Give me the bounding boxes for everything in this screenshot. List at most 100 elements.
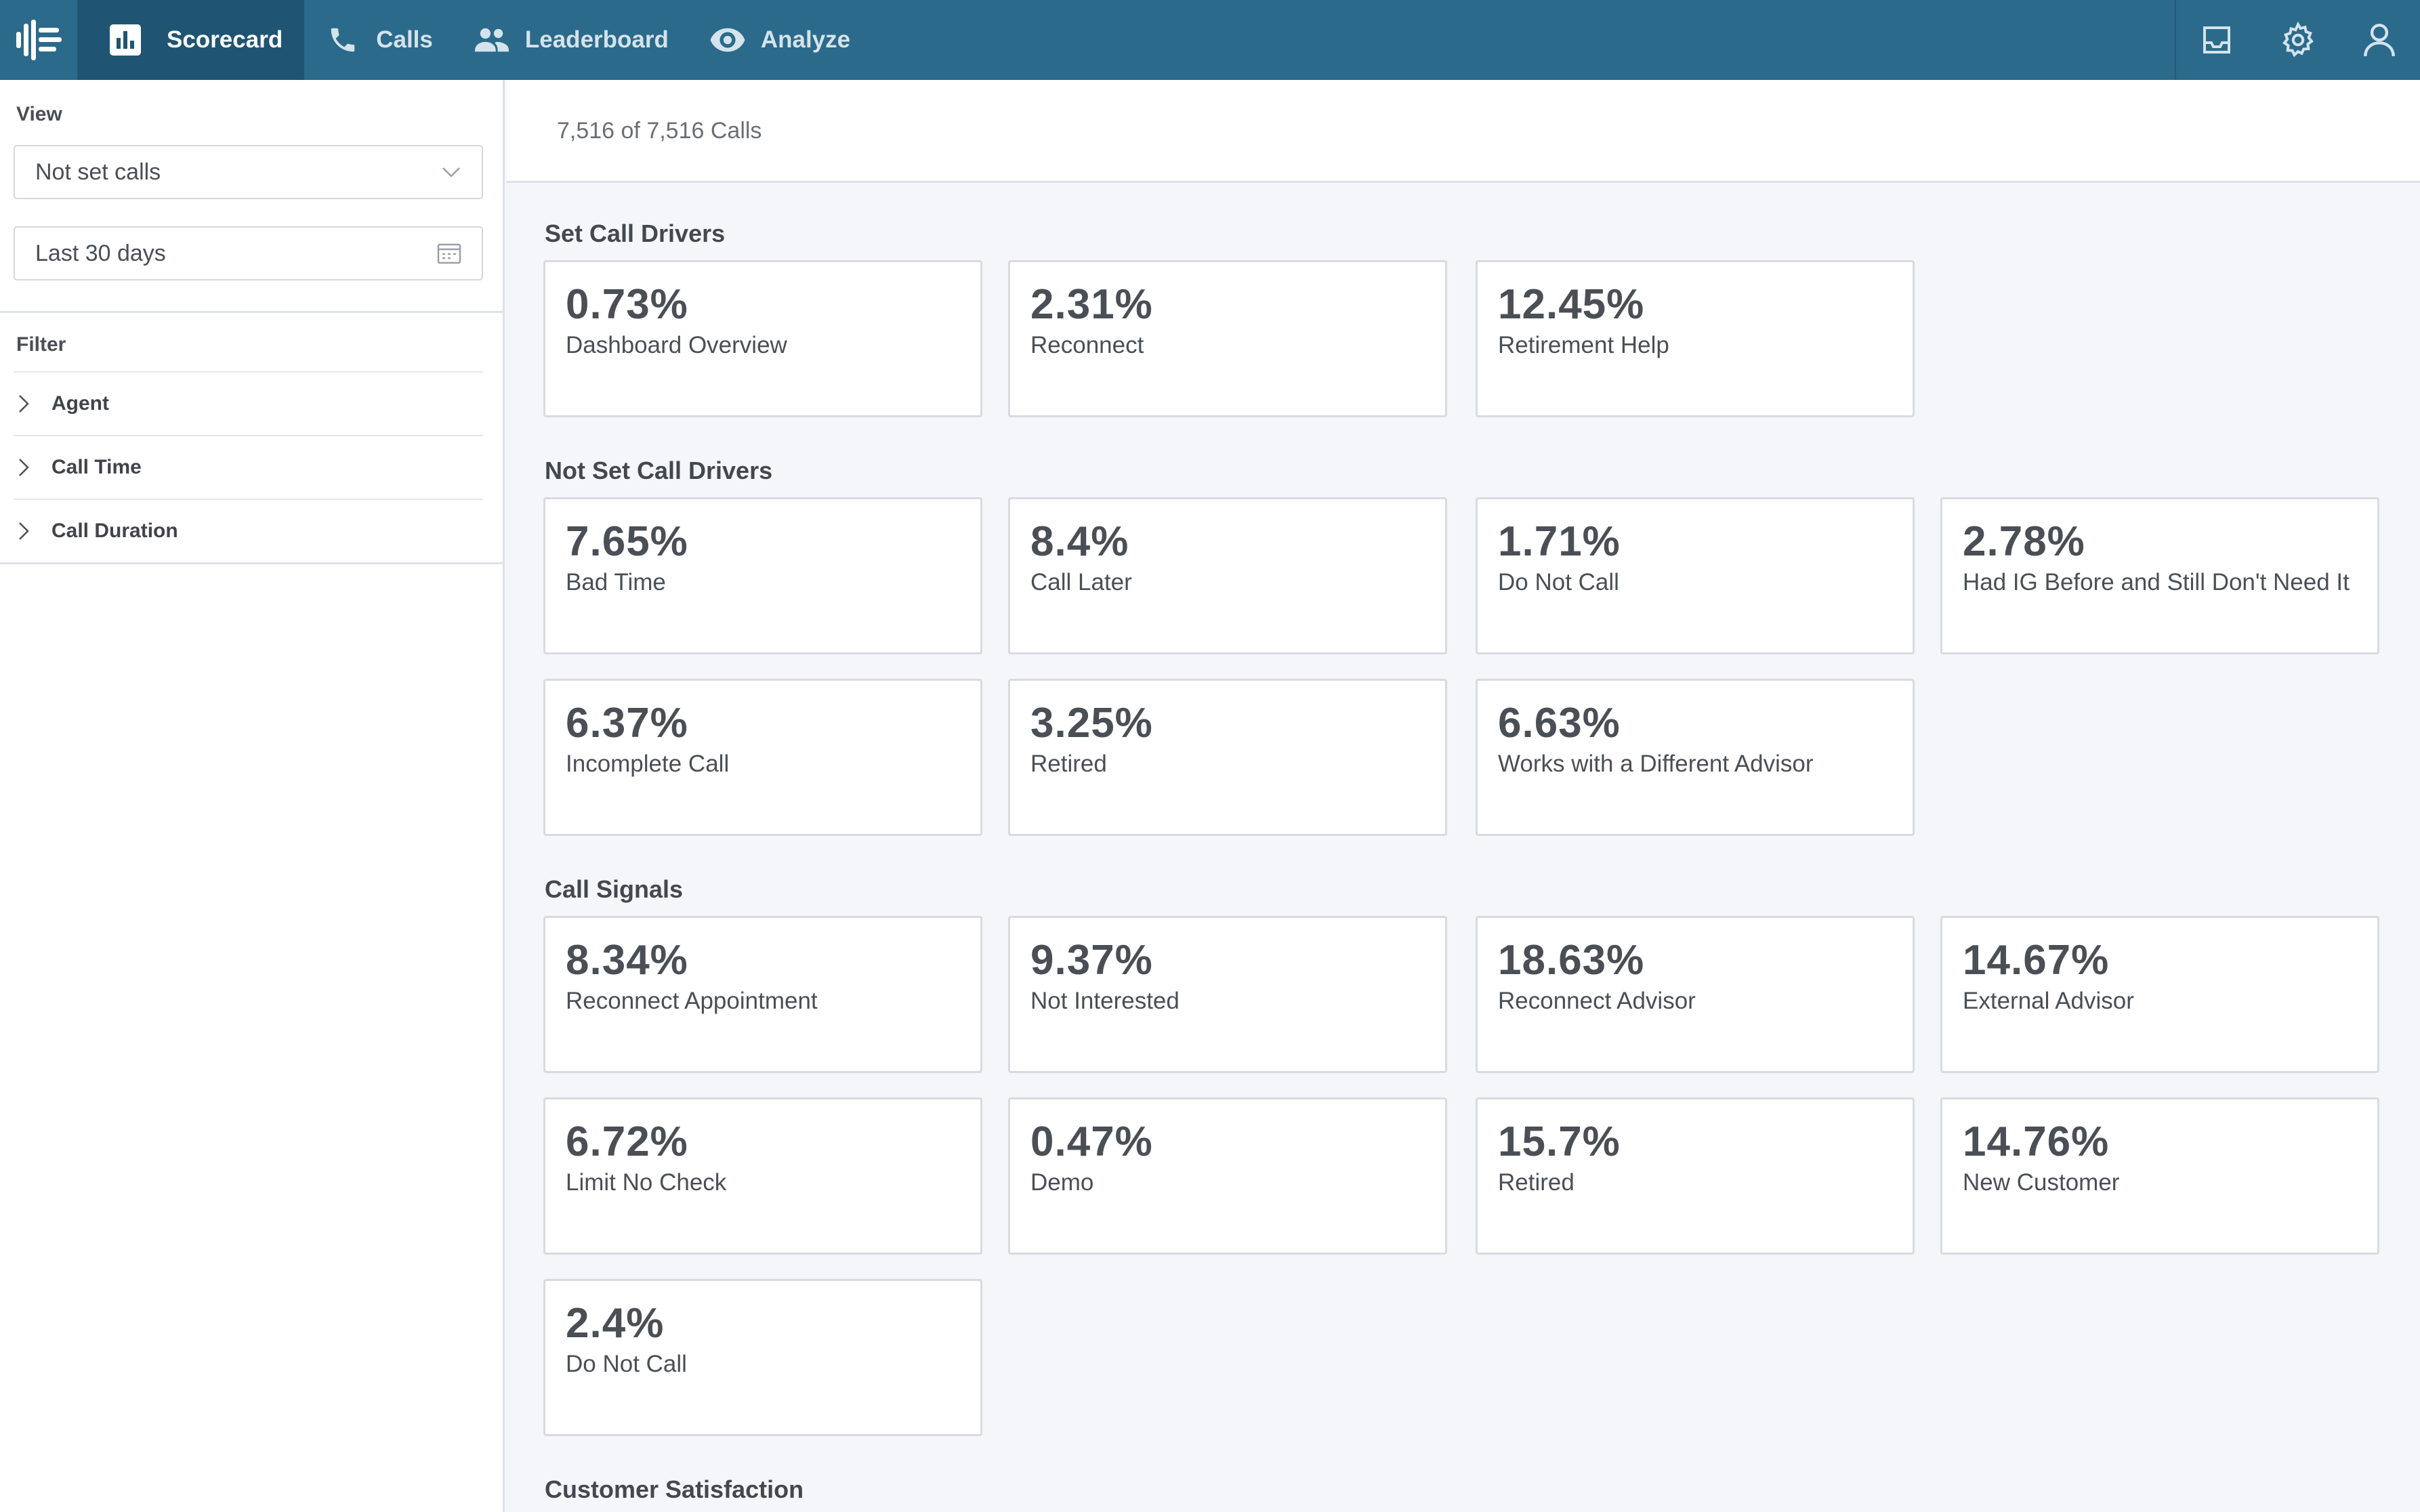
top-navigation-bar: Scorecard Calls Leaderboard Analyze [0, 0, 2420, 80]
metric-percent: 1.71% [1498, 518, 1621, 565]
metric-card[interactable]: 8.34% Reconnect Appointment [543, 916, 982, 1073]
chevron-right-icon [14, 457, 34, 478]
tab-calls[interactable]: Calls [304, 0, 453, 80]
metric-label: Reconnect Advisor [1498, 988, 1696, 1014]
metric-label: Had IG Before and Still Don't Need It [1963, 569, 2350, 595]
tab-leaderboard[interactable]: Leaderboard [453, 0, 689, 80]
filter-label-text: Call Duration [51, 520, 178, 542]
view-select-value: Not set calls [35, 159, 161, 185]
metric-label: Incomplete Call [566, 751, 730, 777]
tab-analyze[interactable]: Analyze [689, 0, 871, 80]
metric-card[interactable]: 1.71% Do Not Call [1476, 497, 1915, 654]
metric-percent: 3.25% [1030, 700, 1153, 747]
eye-icon [709, 22, 746, 58]
filter-label-text: Call Time [51, 456, 142, 478]
metric-label: Retired [1030, 751, 1107, 777]
bar-chart-icon [107, 22, 144, 58]
metric-label: Do Not Call [566, 1351, 687, 1377]
metric-percent: 14.76% [1963, 1118, 2110, 1165]
view-label: View [16, 103, 62, 125]
metric-percent: 15.7% [1498, 1118, 1621, 1165]
metric-label: Do Not Call [1498, 569, 1619, 595]
metric-percent: 14.67% [1963, 937, 2110, 984]
chevron-right-icon [14, 521, 34, 541]
metric-label: Limit No Check [566, 1169, 727, 1196]
metric-percent: 2.4% [566, 1300, 665, 1347]
section-title-not-set-call-drivers: Not Set Call Drivers [545, 457, 773, 484]
metric-percent: 7.65% [566, 518, 688, 565]
gear-icon[interactable] [2257, 0, 2339, 80]
metric-card[interactable]: 2.78% Had IG Before and Still Don't Need… [1940, 497, 2379, 654]
metric-label: Works with a Different Advisor [1498, 751, 1814, 777]
metric-percent: 0.47% [1030, 1118, 1153, 1165]
calendar-icon [437, 243, 461, 264]
call-count-bar: 7,516 of 7,516 Calls [507, 80, 2420, 183]
tab-scorecard[interactable]: Scorecard [77, 0, 305, 80]
metric-card[interactable]: 0.47% Demo [1008, 1097, 1447, 1255]
metric-card[interactable]: 2.31% Reconnect [1008, 260, 1447, 417]
metric-card[interactable]: 9.37% Not Interested [1008, 916, 1447, 1073]
call-count: 7,516 of 7,516 Calls [557, 118, 762, 144]
tab-label: Leaderboard [524, 26, 669, 53]
metric-label: Not Interested [1030, 988, 1180, 1014]
metric-card[interactable]: 14.67% External Advisor [1940, 916, 2379, 1073]
metric-percent: 9.37% [1030, 937, 1153, 984]
chevron-down-icon [441, 165, 461, 179]
metric-percent: 2.31% [1030, 281, 1153, 328]
metric-percent: 8.34% [566, 937, 688, 984]
metric-card[interactable]: 6.63% Works with a Different Advisor [1476, 679, 1915, 836]
tab-label: Calls [376, 26, 433, 53]
filter-divider [14, 499, 483, 500]
sidebar-divider [0, 562, 505, 564]
metric-percent: 2.78% [1963, 518, 2085, 565]
filter-label-text: Agent [51, 392, 109, 415]
filter-label: Filter [16, 333, 66, 356]
metric-percent: 18.63% [1498, 937, 1645, 984]
metric-label: Demo [1030, 1169, 1094, 1196]
metric-label: Call Later [1030, 569, 1132, 595]
app-logo-icon[interactable] [0, 0, 77, 80]
metric-label: Reconnect Appointment [566, 988, 818, 1014]
metric-label: Retirement Help [1498, 332, 1669, 358]
inbox-icon[interactable] [2176, 0, 2257, 80]
metric-card[interactable]: 14.76% New Customer [1940, 1097, 2379, 1255]
filter-call-duration[interactable]: Call Duration [14, 500, 483, 562]
metric-percent: 6.72% [566, 1118, 688, 1165]
date-range-value: Last 30 days [35, 240, 166, 266]
metric-percent: 8.4% [1030, 518, 1129, 565]
date-range-picker[interactable]: Last 30 days [14, 226, 483, 280]
metric-card[interactable]: 12.45% Retirement Help [1476, 260, 1915, 417]
metric-label: Bad Time [566, 569, 666, 595]
metric-card[interactable]: 7.65% Bad Time [543, 497, 982, 654]
section-title-set-call-drivers: Set Call Drivers [545, 219, 726, 247]
phone-icon [325, 22, 361, 58]
metric-label: External Advisor [1963, 988, 2134, 1014]
metric-percent: 6.37% [566, 700, 688, 747]
metric-card[interactable]: 8.4% Call Later [1008, 497, 1447, 654]
metric-card[interactable]: 6.72% Limit No Check [543, 1097, 982, 1255]
section-title-customer-satisfaction: Customer Satisfaction [545, 1475, 804, 1503]
metric-card[interactable]: 2.4% Do Not Call [543, 1279, 982, 1436]
metric-label: Retired [1498, 1169, 1574, 1196]
user-icon[interactable] [2339, 0, 2420, 80]
sidebar-divider [0, 311, 505, 313]
metric-label: New Customer [1963, 1169, 2120, 1196]
metric-card[interactable]: 3.25% Retired [1008, 679, 1447, 836]
section-title-call-signals: Call Signals [545, 875, 684, 903]
sidebar: View Not set calls Last 30 days Filter A… [0, 80, 505, 1512]
metric-label: Reconnect [1030, 332, 1144, 358]
tab-label: Scorecard [167, 26, 283, 53]
chevron-right-icon [14, 394, 34, 414]
metric-card[interactable]: 15.7% Retired [1476, 1097, 1915, 1255]
metric-card[interactable]: 6.37% Incomplete Call [543, 679, 982, 836]
scorecard-main: 7,516 of 7,516 Calls Set Call Drivers 0.… [507, 80, 2420, 1512]
filter-call-time[interactable]: Call Time [14, 436, 483, 499]
filter-divider [14, 371, 483, 373]
metric-label: Dashboard Overview [566, 332, 787, 358]
metric-card[interactable]: 18.63% Reconnect Advisor [1476, 916, 1915, 1073]
topbar-actions [2175, 0, 2420, 80]
tab-label: Analyze [760, 26, 851, 53]
metric-card[interactable]: 0.73% Dashboard Overview [543, 260, 982, 417]
view-select[interactable]: Not set calls [14, 145, 483, 199]
filter-agent[interactable]: Agent [14, 373, 483, 435]
